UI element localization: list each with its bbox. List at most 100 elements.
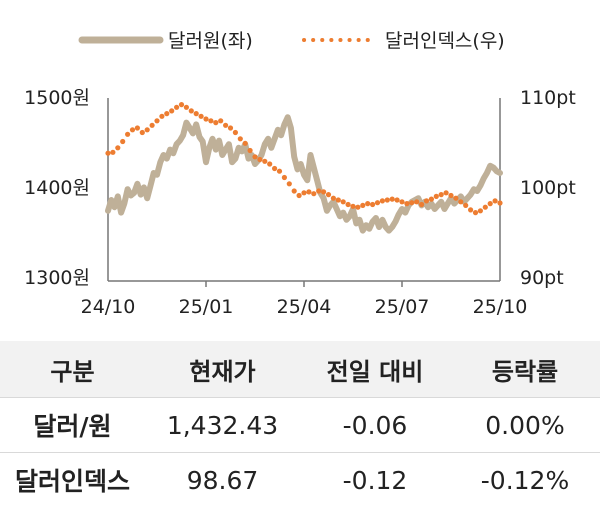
dxy-point [203, 116, 208, 121]
dxy-point [277, 169, 282, 174]
y-right-tick: 90pt [520, 267, 564, 289]
dxy-point [233, 130, 238, 135]
dxy-point [243, 141, 248, 146]
dxy-point [448, 193, 453, 198]
dxy-point [238, 136, 243, 141]
dxy-point [115, 145, 120, 150]
dxy-point [199, 114, 204, 119]
dxy-point [140, 130, 145, 135]
dxy-point [248, 148, 253, 153]
header-price: 현재가 [145, 341, 300, 398]
dxy-point [458, 199, 463, 204]
dxy-point [228, 125, 233, 130]
row-change: -0.06 [300, 398, 450, 453]
dxy-point [380, 198, 385, 203]
dxy-point [424, 198, 429, 203]
dxy-point [125, 132, 130, 137]
y-left-tick: 1400원 [24, 177, 90, 199]
legend-label-dxy: 달러인덱스(우) [385, 30, 505, 52]
x-tick-label: 25/10 [473, 296, 528, 318]
summary-table: 구분 현재가 전일 대비 등락률 달러/원 1,432.43 -0.06 0.0… [0, 341, 600, 507]
dxy-point [130, 127, 135, 132]
exchange-rate-chart: 달러원(좌) 달러인덱스(우) 1500원 1400원 1300원 110pt … [0, 0, 600, 330]
dxy-point [488, 201, 493, 206]
dxy-point [208, 118, 213, 123]
dxy-point [321, 189, 326, 194]
dxy-point [306, 189, 311, 194]
dxy-point [272, 166, 277, 171]
dxy-point [375, 200, 380, 205]
dxy-point [189, 108, 194, 113]
row-rate: 0.00% [450, 398, 600, 453]
dxy-point [159, 114, 164, 119]
dxy-point [179, 102, 184, 107]
x-tick-label: 25/07 [375, 296, 430, 318]
x-tick-label: 25/01 [179, 296, 234, 318]
dxy-point [463, 203, 468, 208]
dxy-point [145, 127, 150, 132]
header-change: 전일 대비 [300, 341, 450, 398]
dxy-point [350, 204, 355, 209]
y-right-tick: 110pt [520, 87, 576, 109]
dxy-point [120, 139, 125, 144]
dxy-point [355, 205, 360, 210]
dxy-point [385, 197, 390, 202]
dxy-point [252, 154, 257, 159]
dxy-point [473, 210, 478, 215]
dxy-point [429, 197, 434, 202]
dxy-point [439, 192, 444, 197]
dxy-point [287, 181, 292, 186]
dxy-point [444, 190, 449, 195]
header-category: 구분 [0, 341, 145, 398]
row-rate: -0.12% [450, 453, 600, 507]
dxy-point [331, 196, 336, 201]
table-row: 달러인덱스 98.67 -0.12 -0.12% [0, 453, 600, 507]
y-left-tick: 1300원 [24, 267, 90, 289]
dxy-point [434, 194, 439, 199]
dxy-point [390, 197, 395, 202]
dxy-point [213, 120, 218, 125]
dxy-point [316, 188, 321, 193]
dxy-point [497, 200, 502, 205]
legend-label-usdkrw: 달러원(좌) [168, 30, 253, 52]
dxy-point [468, 207, 473, 212]
dxy-point [414, 199, 419, 204]
row-change: -0.12 [300, 453, 450, 507]
dxy-point [150, 123, 155, 128]
dxy-point [336, 197, 341, 202]
row-price: 98.67 [145, 453, 300, 507]
y-left-tick: 1500원 [24, 87, 90, 109]
dxy-point [297, 193, 302, 198]
x-tick-label: 25/04 [277, 296, 332, 318]
dxy-point [341, 199, 346, 204]
dxy-point [154, 118, 159, 123]
dxy-point [404, 201, 409, 206]
dxy-point [169, 108, 174, 113]
table-row: 달러/원 1,432.43 -0.06 0.00% [0, 398, 600, 453]
dxy-point [453, 196, 458, 201]
dxy-point [395, 197, 400, 202]
dxy-point [409, 200, 414, 205]
series-line-usdkrw [108, 117, 500, 230]
dxy-point [218, 118, 223, 123]
dxy-point [105, 151, 110, 156]
x-tick-label: 24/10 [81, 296, 136, 318]
dxy-point [360, 203, 365, 208]
dxy-point [326, 192, 331, 197]
dxy-point [262, 159, 267, 164]
dxy-point [194, 111, 199, 116]
dxy-point [174, 105, 179, 110]
dxy-point [164, 111, 169, 116]
dxy-point [419, 202, 424, 207]
dxy-point [370, 202, 375, 207]
dxy-point [257, 157, 262, 162]
row-price: 1,432.43 [145, 398, 300, 453]
dxy-point [311, 191, 316, 196]
dxy-point [493, 198, 498, 203]
legend: 달러원(좌) 달러인덱스(우) [82, 30, 505, 52]
y-right-tick: 100pt [520, 177, 576, 199]
table-header-row: 구분 현재가 전일 대비 등락률 [0, 341, 600, 398]
dxy-point [110, 150, 115, 155]
dxy-point [135, 125, 140, 130]
dxy-point [346, 202, 351, 207]
